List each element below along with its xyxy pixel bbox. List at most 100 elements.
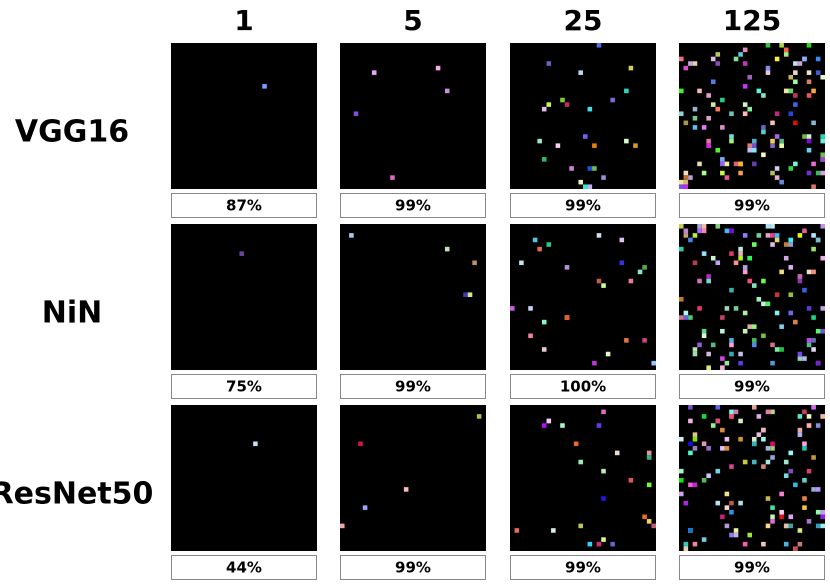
pixel — [679, 246, 684, 252]
pixel — [788, 523, 794, 529]
pixel — [797, 351, 803, 357]
pixel — [770, 242, 775, 247]
pixel — [779, 491, 784, 497]
pixel — [747, 278, 752, 284]
pixel — [679, 224, 684, 229]
pixel — [541, 423, 547, 428]
pixel — [742, 541, 748, 547]
pixel — [692, 116, 698, 121]
pixel — [729, 500, 734, 506]
pixel — [679, 468, 684, 474]
pixel — [761, 427, 766, 433]
pixel — [752, 441, 757, 447]
pixel — [806, 342, 812, 348]
pixel — [701, 328, 707, 334]
pixel — [770, 143, 775, 148]
pixel — [733, 260, 739, 266]
pixel — [679, 315, 684, 320]
pixel — [720, 170, 725, 176]
pixel — [806, 468, 812, 474]
score: 99% — [395, 559, 431, 577]
pixel — [715, 106, 721, 112]
pixel — [651, 523, 656, 529]
pixel — [761, 152, 766, 158]
pixel — [692, 446, 698, 451]
pixel — [646, 519, 652, 524]
pixel — [390, 175, 395, 180]
pixel — [444, 88, 450, 94]
pixel — [797, 61, 803, 66]
pixel — [596, 423, 602, 428]
column-header: 125 — [723, 4, 781, 37]
pixel — [564, 265, 570, 270]
pixel — [715, 405, 721, 410]
pixel — [537, 246, 542, 252]
pixel — [362, 505, 368, 510]
pixel — [738, 255, 743, 261]
pixel — [560, 423, 565, 428]
pixel — [472, 260, 477, 266]
score-box — [679, 555, 825, 580]
pixel — [797, 427, 803, 433]
pixel — [774, 292, 780, 297]
pixel — [788, 450, 794, 456]
pixel — [811, 161, 816, 167]
pixel — [793, 102, 798, 107]
pixel — [715, 260, 721, 266]
pixel — [706, 93, 711, 98]
pixel — [262, 84, 267, 89]
pixel — [587, 166, 593, 171]
pixel — [793, 319, 798, 325]
pixel — [770, 409, 775, 415]
pixel — [583, 134, 588, 139]
pixel — [683, 546, 689, 551]
pixel — [701, 224, 707, 229]
pixel — [642, 338, 647, 343]
pixel — [770, 233, 775, 238]
pixel — [601, 283, 606, 288]
pixel — [797, 278, 803, 284]
pixel — [692, 61, 698, 66]
pixel — [742, 102, 748, 107]
pixel — [797, 414, 803, 419]
pixel — [788, 74, 794, 80]
pixel — [551, 528, 556, 533]
pixel — [578, 179, 583, 185]
pixel — [706, 473, 711, 478]
pixel — [802, 228, 807, 234]
pixel — [587, 541, 593, 547]
pixel — [578, 459, 583, 465]
pixel — [596, 43, 602, 48]
pixel — [738, 170, 743, 176]
pixel — [811, 269, 816, 275]
pixel — [797, 541, 803, 547]
pixel — [820, 134, 825, 139]
pixel — [592, 143, 597, 148]
pixel — [770, 342, 775, 348]
pixel — [806, 93, 812, 98]
pixel — [683, 233, 689, 238]
pixel — [683, 310, 689, 316]
pixel — [541, 157, 547, 162]
pixel — [774, 233, 780, 238]
pixel — [752, 161, 757, 167]
score: 75% — [226, 378, 262, 396]
pixel — [583, 184, 588, 189]
pixel — [720, 157, 725, 162]
pixel — [720, 514, 725, 520]
pixel — [403, 487, 409, 492]
pixel — [811, 455, 816, 460]
pixel — [802, 505, 807, 510]
pixel — [733, 161, 739, 167]
pixel — [628, 278, 634, 284]
pixel — [692, 432, 698, 437]
pixel — [811, 315, 816, 320]
pixel — [706, 274, 711, 279]
pixel — [601, 537, 606, 542]
pixel — [692, 436, 698, 442]
pixel — [619, 237, 625, 243]
pixel — [783, 473, 789, 478]
pixel — [770, 138, 775, 144]
pixel — [733, 306, 739, 311]
pixel — [774, 347, 780, 352]
